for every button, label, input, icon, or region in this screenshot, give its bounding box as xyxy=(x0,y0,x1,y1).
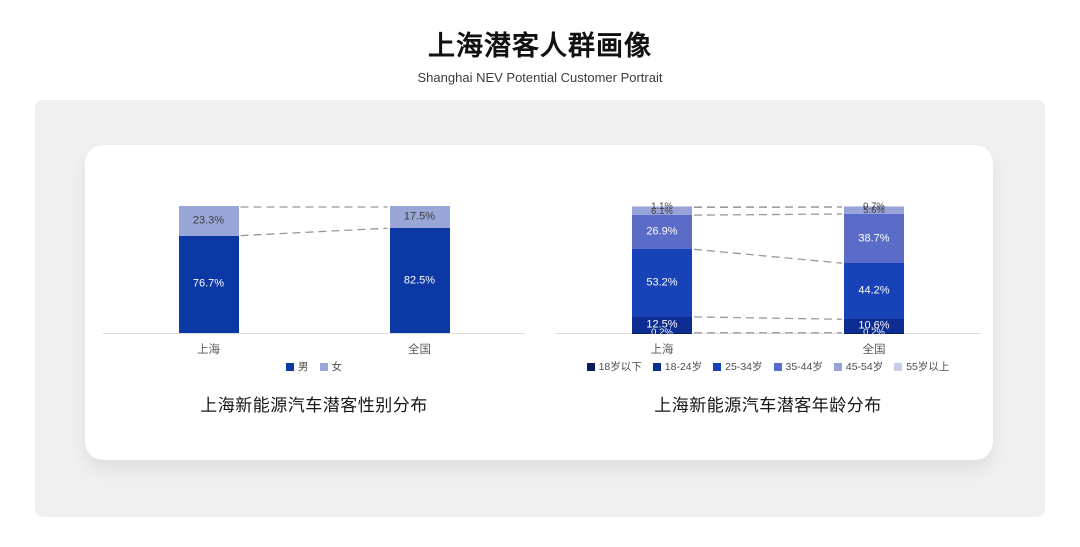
legend-swatch-icon xyxy=(319,362,328,371)
bar-segment xyxy=(632,249,692,317)
gender-distribution-chart: 76.7% 23.3% 82.5% 17.5% 上海 全国 男女 上海新能源汽车潜客性别… xyxy=(103,145,525,460)
legend-swatch-icon xyxy=(833,362,842,371)
charts-card: 76.7% 23.3% 82.5% 17.5% 上海 全国 男女 上海新能源汽车潜客性别… xyxy=(85,145,993,460)
legend-item: 25-34岁 xyxy=(713,359,763,374)
bar-segment xyxy=(844,206,904,215)
legend-label: 55岁以上 xyxy=(906,361,950,373)
age-chart-plot-area: 0.2% 12.5% 53.2% 26.9% 6.1% 1.1% 0.2% 10.6% 44.2… xyxy=(556,202,980,337)
age-chart-x-axis: 上海 全国 xyxy=(556,341,980,356)
legend-label: 女 xyxy=(331,361,343,373)
x-tick-label: 全国 xyxy=(862,344,886,356)
legend-item: 18岁以下 xyxy=(586,359,642,374)
x-tick-label: 上海 xyxy=(650,344,674,356)
legend-item: 45-54岁 xyxy=(833,359,884,374)
bar-segment xyxy=(844,319,904,333)
bar-segment xyxy=(632,207,692,216)
bar-segment xyxy=(389,206,450,229)
bar-segment xyxy=(632,206,692,208)
age-distribution-chart: 0.2% 12.5% 53.2% 26.9% 6.1% 1.1% 0.2% 10.6% 44.2… xyxy=(556,145,980,460)
bar-segment xyxy=(178,206,239,236)
page-title: 上海潜客人群画像 xyxy=(428,31,652,61)
bar-segment xyxy=(844,263,904,320)
legend-swatch-icon xyxy=(773,362,782,371)
gender-chart-plot-area: 76.7% 23.3% 82.5% 17.5% xyxy=(103,206,525,334)
legend-swatch-icon xyxy=(652,362,661,371)
legend-item: 35-44岁 xyxy=(773,359,823,374)
x-tick-label: 上海 xyxy=(197,344,220,356)
legend-label: 45-54岁 xyxy=(845,361,884,373)
legend-swatch-icon xyxy=(286,362,294,371)
bar-segment xyxy=(844,206,904,207)
legend-label: 18-24岁 xyxy=(664,361,703,373)
dashed-connector-lines xyxy=(693,206,843,334)
legend-swatch-icon xyxy=(713,362,722,371)
legend-swatch-icon xyxy=(894,362,903,371)
x-tick-label: 全国 xyxy=(408,344,431,356)
bar-segment xyxy=(178,235,239,333)
report-header: 上海潜客人群画像 Shanghai NEV Potential Customer… xyxy=(0,24,1080,85)
legend-item: 男 xyxy=(286,359,309,374)
bar-segment xyxy=(632,215,692,250)
legend-label: 男 xyxy=(298,361,309,373)
bar-segment xyxy=(844,214,904,264)
age-chart-legend: 18岁以下 18-24岁 25-34岁 35-44岁 45-54岁 55岁以上 xyxy=(556,359,980,374)
page-subtitle: Shanghai NEV Potential Customer Portrait xyxy=(417,70,663,85)
age-chart-caption: 上海新能源汽车潜客年龄分布 xyxy=(654,396,882,415)
dashed-connector-lines xyxy=(240,206,388,237)
legend-item: 女 xyxy=(319,359,343,374)
gender-chart-caption: 上海新能源汽车潜客性别分布 xyxy=(200,396,428,415)
legend-label: 25-34岁 xyxy=(725,361,763,373)
legend-swatch-icon xyxy=(586,362,595,371)
legend-label: 35-44岁 xyxy=(785,361,823,373)
gender-chart-x-axis: 上海 全国 xyxy=(103,341,525,356)
legend-item: 18-24岁 xyxy=(652,359,703,374)
bar-segment xyxy=(389,228,450,333)
legend-item: 55岁以上 xyxy=(894,359,949,374)
legend-label: 18岁以下 xyxy=(598,361,642,373)
gender-chart-legend: 男女 xyxy=(103,359,525,374)
bar-segment xyxy=(632,316,692,333)
